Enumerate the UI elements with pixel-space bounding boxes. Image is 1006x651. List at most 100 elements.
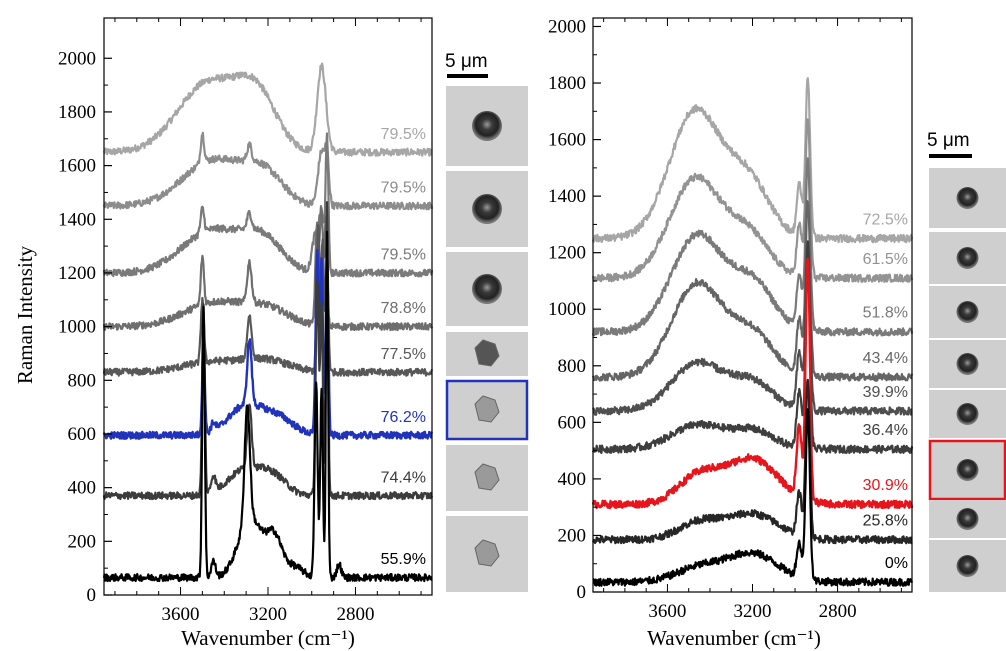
- micrograph-tile: [446, 445, 528, 511]
- right-series-labels: 72.5% 61.5% 51.8% 43.4% 39.9% 36.4% 30.9% 25.8%…: [863, 211, 908, 572]
- series-label: 79.5%: [381, 126, 426, 143]
- micrograph-tile: [446, 332, 528, 376]
- droplet: [956, 247, 979, 269]
- left-series-labels: 79.5% 79.5% 79.5% 78.8% 77.5% 76.2% 74.4% 55.9%: [381, 126, 426, 568]
- droplet: [956, 187, 979, 209]
- y-tick-label: 600: [558, 412, 587, 433]
- droplet: [472, 194, 502, 224]
- series-label: 61.5%: [863, 251, 908, 268]
- spectrum-line: [102, 248, 434, 440]
- left-spectra-curves: [102, 62, 434, 583]
- series-label: 76.2%: [381, 409, 426, 426]
- x-tick-label: 3200: [249, 604, 287, 625]
- y-tick-label: 1200: [58, 263, 96, 284]
- micrograph-tile: [929, 168, 1006, 228]
- right-x-axis-title: Wavenumber (cm⁻¹): [647, 626, 821, 650]
- y-tick-label: 1400: [548, 186, 586, 207]
- highlight-box: [928, 439, 1006, 501]
- series-label: 43.4%: [863, 350, 908, 367]
- series-label: 30.9%: [863, 477, 908, 494]
- series-label: 51.8%: [863, 305, 908, 322]
- y-tick-label: 400: [558, 469, 587, 490]
- micrograph-tile: [446, 171, 528, 247]
- droplet: [956, 301, 979, 323]
- y-tick-label: 1400: [58, 209, 96, 230]
- droplet: [472, 274, 502, 304]
- x-tick-label: 2800: [819, 601, 857, 622]
- left-x-axis-title: Wavenumber (cm⁻¹): [181, 626, 355, 650]
- spectrum-line: [102, 132, 434, 278]
- spectrum-line: [102, 62, 433, 157]
- y-tick-label: 1800: [548, 73, 586, 94]
- y-tick-label: 200: [68, 531, 97, 552]
- spectrum-line: [102, 206, 434, 332]
- left-micrograph-strip: 5 μm: [445, 51, 529, 592]
- series-label: 79.5%: [381, 247, 426, 264]
- series-label: 77.5%: [381, 346, 426, 363]
- series-label: 79.5%: [381, 179, 426, 196]
- spectrum-line: [102, 224, 434, 377]
- y-tick-label: 200: [558, 525, 587, 546]
- micrograph-tile: [446, 516, 528, 592]
- micrograph-tile: [929, 390, 1006, 438]
- left-axes: 0 200 400 600 800 1000 1200 1400 1600 1800 2000 360…: [58, 17, 433, 625]
- droplet: [956, 508, 979, 530]
- y-tick-label: 2000: [548, 16, 586, 37]
- x-tick-label: 3600: [648, 601, 686, 622]
- highlight-box: [445, 379, 529, 441]
- spectrum-line: [102, 131, 434, 211]
- spectrum-line: [591, 200, 914, 382]
- particle-shape: [474, 339, 500, 367]
- y-tick-label: 0: [577, 582, 587, 603]
- y-tick-label: 1200: [548, 243, 586, 264]
- x-tick-label: 3600: [162, 604, 200, 625]
- droplet: [956, 403, 979, 425]
- y-tick-label: 800: [68, 370, 97, 391]
- series-label: 78.8%: [381, 300, 426, 317]
- droplet: [956, 459, 979, 481]
- micrograph-tile: [929, 500, 1006, 538]
- y-tick-label: 600: [68, 424, 97, 445]
- spectrum-line: [591, 257, 914, 510]
- micrograph-tile: [928, 439, 1006, 501]
- y-tick-label: 1600: [548, 130, 586, 151]
- micrograph-tile: [446, 86, 528, 166]
- micrograph-tile: [929, 540, 1006, 592]
- y-tick-label: 0: [87, 585, 97, 606]
- series-label: 25.8%: [863, 513, 908, 530]
- spectrum-line: [592, 408, 914, 587]
- right-scale-bar-label: 5 μm: [927, 130, 970, 151]
- y-tick-label: 400: [68, 478, 97, 499]
- series-label: 74.4%: [381, 469, 426, 486]
- spectrum-line: [591, 77, 914, 244]
- left-spectra-panel: 79.5% 79.5% 79.5% 78.8% 77.5% 76.2% 74.4% 55.9%…: [13, 17, 434, 650]
- y-tick-label: 800: [558, 356, 587, 377]
- spectrum-line: [102, 201, 434, 501]
- right-spectra-curves: [591, 77, 914, 587]
- series-label: 36.4%: [863, 422, 908, 439]
- micrograph-tile: [445, 379, 529, 441]
- spectrum-line: [591, 240, 914, 454]
- y-tick-label: 1600: [58, 156, 96, 177]
- droplet: [472, 111, 502, 141]
- spectrum-line: [591, 378, 913, 545]
- micrograph-tile: [446, 252, 528, 326]
- micrograph-tile: [929, 286, 1006, 338]
- spectrum-line: [591, 118, 914, 283]
- particle-shape: [474, 463, 500, 491]
- series-label: 0%: [885, 555, 908, 572]
- spectrum-line: [102, 230, 433, 583]
- left-scale-bar-label: 5 μm: [445, 51, 488, 72]
- spectrum-line: [591, 240, 913, 416]
- particle-shape: [474, 539, 500, 567]
- series-label: 72.5%: [863, 211, 908, 228]
- spectrum-line: [591, 157, 914, 337]
- micrograph-tile: [929, 340, 1006, 388]
- right-spectra-panel: 72.5% 61.5% 51.8% 43.4% 39.9% 36.4% 30.9% 25.8%…: [548, 16, 914, 650]
- droplet: [956, 555, 979, 577]
- left-y-axis-title: Raman Intensity: [13, 245, 37, 384]
- micrograph-tile: [929, 232, 1006, 284]
- series-label: 55.9%: [381, 551, 426, 568]
- x-tick-label: 3200: [734, 601, 772, 622]
